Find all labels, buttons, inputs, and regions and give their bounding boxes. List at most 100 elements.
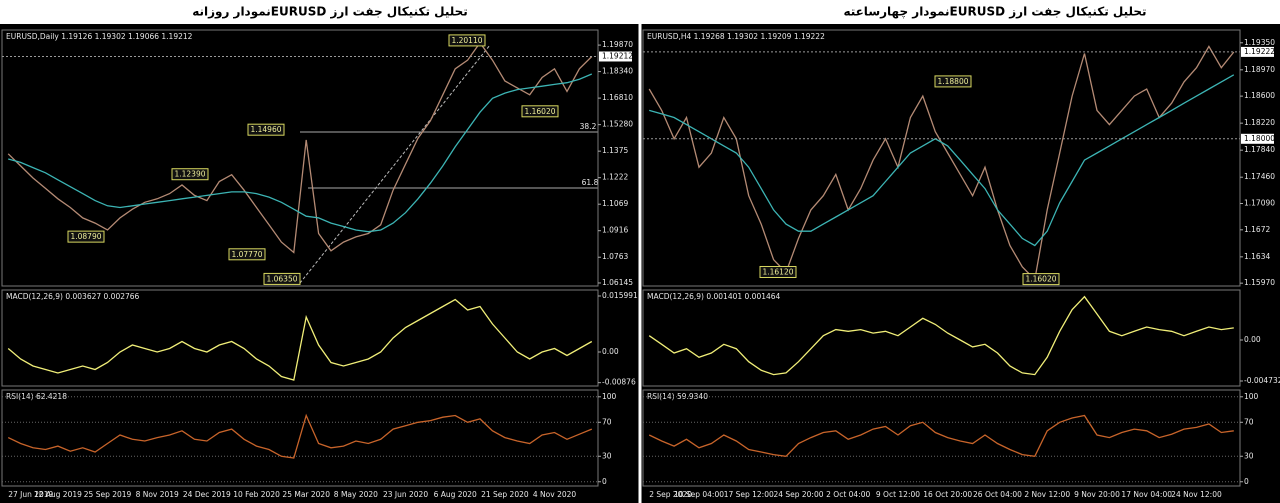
title-strip bbox=[0, 0, 1280, 24]
x-tick-label: 24 Dec 2019 bbox=[183, 490, 231, 499]
y-tick-label: 1.15280 bbox=[602, 120, 633, 129]
panel-frame bbox=[642, 389, 1241, 487]
price-annotation-label: 1.12390 bbox=[174, 170, 205, 179]
price-annotation-label: 1.16020 bbox=[524, 107, 555, 116]
price-annotation bbox=[934, 75, 972, 88]
y-tick-label: 1.1672 bbox=[1244, 225, 1270, 234]
price-annotation-label: 1.08790 bbox=[70, 232, 101, 241]
panel-header: RSI(14) 59.9340 bbox=[647, 392, 708, 401]
price-tag bbox=[599, 51, 632, 62]
price-tag-label: 1.19212 bbox=[602, 51, 633, 60]
y-tick-label: 0 bbox=[602, 477, 607, 486]
y-tick-label: 1.18970 bbox=[1244, 65, 1275, 74]
panel-header: RSI(14) 62.4218 bbox=[6, 392, 67, 401]
y-tick-label: -0.004732 bbox=[1244, 376, 1280, 385]
panel-header: MACD(12,26,9) 0.003627 0.002766 bbox=[6, 292, 140, 301]
y-tick-label: 1.18220 bbox=[1244, 118, 1275, 127]
series-line bbox=[7, 41, 593, 254]
panel-header: EURUSD,Daily 1.19126 1.19302 1.19066 1.1… bbox=[6, 32, 193, 41]
price-tag-label: 1.18000 bbox=[1244, 134, 1275, 143]
panel-frame bbox=[1, 29, 599, 287]
x-tick-label: 21 Sep 2020 bbox=[481, 490, 529, 499]
price-annotation bbox=[759, 265, 797, 278]
y-tick-label: 30 bbox=[602, 451, 612, 460]
y-tick-label: 1.15970 bbox=[1244, 278, 1275, 287]
x-tick-label: 8 May 2020 bbox=[334, 490, 378, 499]
fib-label: 61.8 bbox=[582, 178, 599, 187]
x-tick-label: 24 Sep 20:00 bbox=[773, 490, 823, 499]
x-tick-label: 2 Sep 2020 bbox=[649, 490, 692, 499]
price-annotation-label: 1.20110 bbox=[451, 36, 482, 45]
x-tick-label: 26 Oct 04:00 bbox=[973, 490, 1022, 499]
y-tick-label: 1.17090 bbox=[1244, 199, 1275, 208]
series-line bbox=[648, 414, 1234, 458]
x-tick-label: 12 Aug 2019 bbox=[34, 490, 82, 499]
x-tick-label: 24 Nov 12:00 bbox=[1171, 490, 1222, 499]
x-tick-label: 2 Nov 12:00 bbox=[1024, 490, 1070, 499]
price-annotation bbox=[521, 105, 559, 118]
x-tick-label: 10 Feb 2020 bbox=[233, 490, 280, 499]
x-tick-label: 8 Nov 2019 bbox=[136, 490, 179, 499]
y-tick-label: 1.1634 bbox=[1244, 252, 1270, 261]
series-line bbox=[648, 295, 1234, 376]
y-tick-label: 0.00 bbox=[1244, 335, 1261, 344]
panel-frame bbox=[1, 389, 599, 487]
price-tag-label: 1.19222 bbox=[1244, 47, 1275, 56]
x-tick-label: 25 Sep 2019 bbox=[84, 490, 132, 499]
price-annotation-label: 1.07770 bbox=[231, 250, 262, 259]
panel-frame bbox=[642, 289, 1241, 387]
y-tick-label: 1.16810 bbox=[602, 93, 633, 102]
price-annotation-label: 1.16020 bbox=[1025, 275, 1056, 284]
y-tick-label: 0 bbox=[1244, 477, 1249, 486]
chart-title: تحلیل تکنیکال جفت ارز EURUSDنمودار روزان… bbox=[192, 5, 468, 20]
y-tick-label: -0.00876 bbox=[602, 378, 636, 387]
y-tick-label: 1.18600 bbox=[1244, 91, 1275, 100]
x-tick-label: 27 Jun 2019 bbox=[8, 490, 53, 499]
y-tick-label: 1.1375 bbox=[602, 146, 628, 155]
price-annotation-label: 1.06350 bbox=[266, 274, 297, 283]
y-tick-label: 30 bbox=[1244, 451, 1254, 460]
series-line bbox=[7, 413, 593, 459]
series-line bbox=[8, 73, 593, 233]
x-tick-label: 10 Sep 04:00 bbox=[674, 490, 724, 499]
panel-frame bbox=[1, 289, 599, 387]
x-tick-label: 6 Aug 2020 bbox=[434, 490, 477, 499]
y-tick-label: 1.1222 bbox=[602, 173, 628, 182]
chart-title: تحلیل تکنیکال جفت ارز EURUSDنمودار چهارس… bbox=[843, 5, 1146, 20]
price-annotation bbox=[263, 272, 301, 285]
price-tag bbox=[1241, 133, 1274, 144]
panel-frame bbox=[642, 29, 1241, 287]
y-tick-label: 1.1069 bbox=[602, 199, 628, 208]
x-tick-label: 2 Oct 04:00 bbox=[826, 490, 870, 499]
x-tick-label: 25 Mar 2020 bbox=[282, 490, 330, 499]
price-annotation-label: 1.18800 bbox=[937, 77, 968, 86]
y-tick-label: 1.19870 bbox=[602, 40, 633, 49]
x-tick-label: 9 Nov 20:00 bbox=[1074, 490, 1120, 499]
y-tick-label: 70 bbox=[1244, 417, 1254, 426]
series-line bbox=[649, 74, 1235, 247]
price-annotation bbox=[1022, 273, 1060, 286]
y-tick-label: 1.0763 bbox=[602, 252, 628, 261]
panel-header: MACD(12,26,9) 0.001401 0.001464 bbox=[647, 292, 781, 301]
y-tick-label: 0.00 bbox=[602, 347, 619, 356]
price-tag bbox=[1241, 46, 1274, 57]
series-line bbox=[7, 298, 593, 381]
y-tick-label: 1.18340 bbox=[602, 67, 633, 76]
price-annotation bbox=[448, 34, 486, 47]
price-annotation bbox=[171, 168, 209, 181]
x-tick-label: 4 Nov 2020 bbox=[533, 490, 576, 499]
trend-line bbox=[299, 44, 491, 284]
panel-header: EURUSD,H4 1.19268 1.19302 1.19209 1.1922… bbox=[647, 32, 825, 41]
y-tick-label: 1.17460 bbox=[1244, 172, 1275, 181]
y-tick-label: 70 bbox=[602, 417, 612, 426]
price-annotation bbox=[247, 123, 285, 136]
y-tick-label: 1.19350 bbox=[1244, 38, 1275, 47]
x-tick-label: 17 Sep 12:00 bbox=[724, 490, 774, 499]
price-annotation-label: 1.14960 bbox=[250, 125, 281, 134]
fib-label: 38.2 bbox=[580, 122, 597, 131]
y-tick-label: 100 bbox=[1244, 392, 1259, 401]
y-tick-label: 0.015991 bbox=[602, 291, 638, 300]
price-annotation-label: 1.16120 bbox=[762, 267, 793, 276]
y-tick-label: 1.17840 bbox=[1244, 145, 1275, 154]
